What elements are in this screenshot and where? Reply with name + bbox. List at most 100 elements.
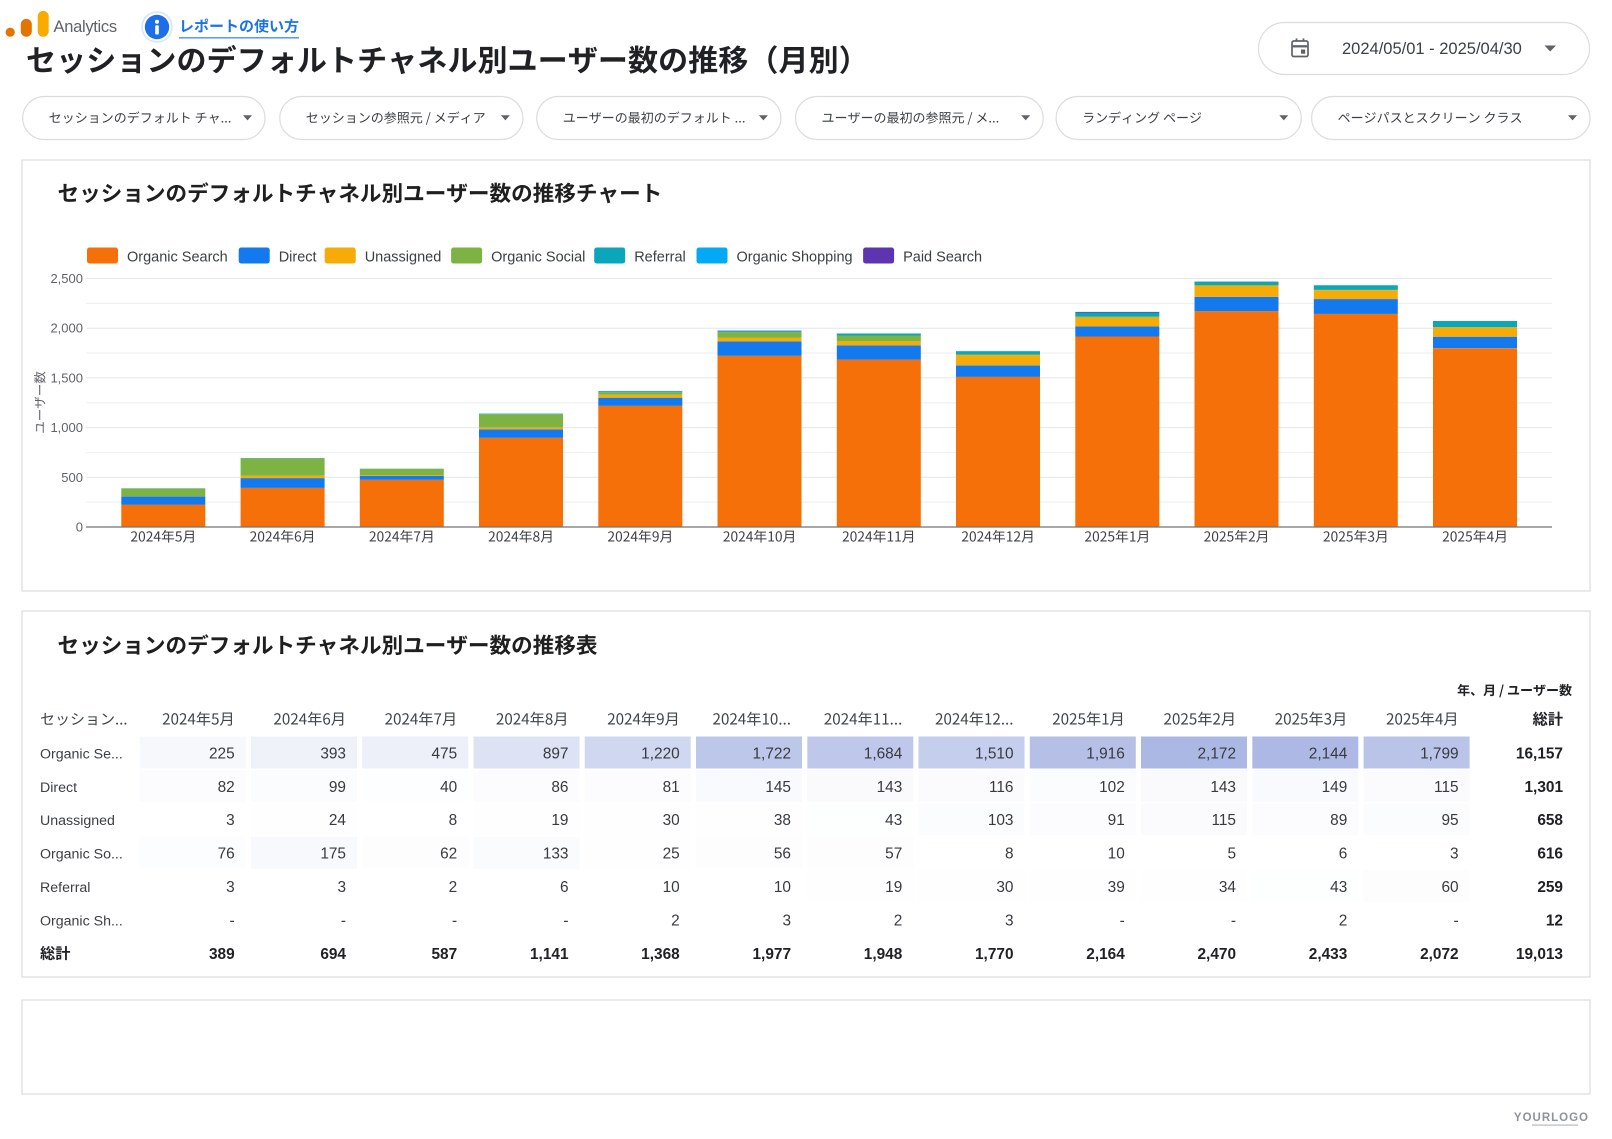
svg-text:-: -: [1120, 912, 1125, 929]
svg-text:149: 149: [1322, 779, 1348, 796]
svg-text:12: 12: [1546, 912, 1563, 929]
svg-text:2,470: 2,470: [1197, 946, 1236, 963]
svg-text:60: 60: [1441, 879, 1458, 896]
svg-text:57: 57: [885, 846, 902, 863]
svg-text:115: 115: [1434, 779, 1459, 796]
svg-text:62: 62: [440, 846, 457, 863]
svg-text:3: 3: [782, 912, 791, 929]
svg-text:616: 616: [1537, 846, 1563, 863]
svg-text:76: 76: [218, 846, 235, 863]
svg-text:2: 2: [449, 879, 458, 896]
svg-text:6: 6: [1339, 846, 1348, 863]
svg-text:91: 91: [1108, 812, 1125, 829]
svg-text:39: 39: [1108, 879, 1125, 896]
svg-text:2: 2: [1339, 912, 1348, 929]
svg-text:2024/05/01 - 2025/04/30: 2024/05/01 - 2025/04/30: [1342, 40, 1522, 58]
svg-text:10: 10: [663, 879, 680, 896]
svg-text:103: 103: [988, 812, 1014, 829]
svg-text:95: 95: [1441, 812, 1458, 829]
svg-text:225: 225: [209, 745, 235, 762]
svg-text:Referral: Referral: [634, 250, 686, 266]
svg-text:Direct: Direct: [279, 250, 317, 266]
svg-text:Organic So...: Organic So...: [40, 847, 123, 863]
svg-text:86: 86: [551, 779, 568, 796]
svg-text:2,172: 2,172: [1197, 745, 1236, 762]
svg-text:-: -: [1453, 912, 1458, 929]
svg-text:2,144: 2,144: [1309, 745, 1348, 762]
svg-text:10: 10: [774, 879, 791, 896]
svg-text:43: 43: [1330, 879, 1347, 896]
svg-text:34: 34: [1219, 879, 1237, 896]
svg-text:25: 25: [663, 846, 680, 863]
svg-text:82: 82: [218, 779, 235, 796]
svg-text:145: 145: [765, 779, 791, 796]
svg-text:Direct: Direct: [40, 780, 77, 796]
svg-text:6: 6: [560, 879, 569, 896]
svg-text:Organic Se...: Organic Se...: [40, 746, 123, 762]
svg-text:Organic Shopping: Organic Shopping: [737, 250, 853, 266]
svg-text:1,500: 1,500: [50, 370, 83, 385]
svg-text:3: 3: [1450, 846, 1459, 863]
svg-text:1,770: 1,770: [975, 946, 1014, 963]
svg-text:16,157: 16,157: [1516, 745, 1563, 762]
svg-text:43: 43: [885, 812, 902, 829]
svg-text:116: 116: [989, 779, 1014, 796]
svg-text:8: 8: [449, 812, 458, 829]
svg-text:3: 3: [226, 812, 235, 829]
svg-text:393: 393: [320, 745, 346, 762]
svg-text:1,301: 1,301: [1524, 779, 1563, 796]
svg-text:259: 259: [1537, 879, 1563, 896]
svg-text:3: 3: [1005, 912, 1014, 929]
svg-text:102: 102: [1099, 779, 1125, 796]
svg-text:897: 897: [543, 745, 569, 762]
svg-text:1,722: 1,722: [752, 745, 791, 762]
svg-text:8: 8: [1005, 846, 1014, 863]
svg-text:Organic Search: Organic Search: [127, 250, 228, 266]
svg-text:2,164: 2,164: [1086, 946, 1125, 963]
svg-text:1,948: 1,948: [864, 946, 903, 963]
svg-text:Referral: Referral: [40, 880, 90, 896]
svg-text:30: 30: [663, 812, 680, 829]
svg-text:-: -: [230, 912, 235, 929]
svg-text:5: 5: [1227, 846, 1236, 863]
svg-text:1,799: 1,799: [1420, 745, 1459, 762]
svg-text:133: 133: [543, 846, 569, 863]
svg-text:143: 143: [1210, 779, 1236, 796]
svg-text:1,916: 1,916: [1086, 745, 1125, 762]
svg-text:38: 38: [774, 812, 791, 829]
svg-text:1,510: 1,510: [975, 745, 1014, 762]
svg-text:1,977: 1,977: [752, 946, 791, 963]
svg-text:2,000: 2,000: [50, 321, 83, 336]
svg-text:2,500: 2,500: [50, 271, 83, 286]
svg-text:Analytics: Analytics: [54, 18, 117, 36]
svg-text:3: 3: [337, 879, 346, 896]
svg-text:-: -: [452, 912, 457, 929]
svg-text:-: -: [1231, 912, 1236, 929]
svg-text:2: 2: [894, 912, 903, 929]
svg-text:587: 587: [432, 946, 458, 963]
svg-text:Organic Sh...: Organic Sh...: [40, 913, 123, 929]
svg-text:89: 89: [1330, 812, 1347, 829]
svg-text:Paid Search: Paid Search: [903, 250, 982, 266]
svg-text:1,684: 1,684: [864, 745, 903, 762]
svg-text:Unassigned: Unassigned: [40, 813, 115, 829]
svg-text:YOURLOGO: YOURLOGO: [1514, 1112, 1589, 1124]
svg-text:30: 30: [996, 879, 1013, 896]
svg-text:500: 500: [61, 470, 83, 485]
svg-text:1,141: 1,141: [530, 946, 569, 963]
svg-text:19: 19: [551, 812, 568, 829]
svg-text:19: 19: [885, 879, 902, 896]
svg-text:40: 40: [440, 779, 457, 796]
svg-text:0: 0: [76, 520, 83, 535]
svg-text:2,433: 2,433: [1309, 946, 1348, 963]
svg-text:115: 115: [1211, 812, 1236, 829]
svg-text:-: -: [563, 912, 568, 929]
svg-text:475: 475: [432, 745, 458, 762]
svg-text:Organic Social: Organic Social: [491, 250, 585, 266]
svg-text:24: 24: [329, 812, 347, 829]
svg-text:2,072: 2,072: [1420, 946, 1459, 963]
svg-text:99: 99: [329, 779, 346, 796]
svg-text:1,368: 1,368: [641, 946, 680, 963]
svg-text:19,013: 19,013: [1516, 946, 1563, 963]
svg-text:1,220: 1,220: [641, 745, 680, 762]
